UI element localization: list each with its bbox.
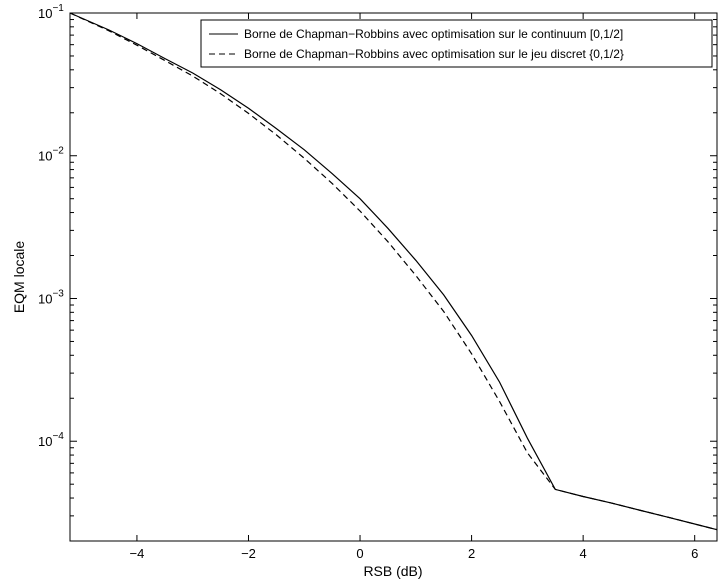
y-tick-label: 10−4 xyxy=(38,431,64,449)
x-axis-label: RSB (dB) xyxy=(363,563,422,579)
x-tick-label: 6 xyxy=(691,546,698,561)
x-tick-label: −2 xyxy=(241,546,256,561)
series-line-discret xyxy=(69,12,718,531)
series-layer xyxy=(69,12,718,531)
legend-entry-discret: Borne de Chapman−Robbins avec optimisati… xyxy=(244,47,624,61)
legend-entry-continuum: Borne de Chapman−Robbins avec optimisati… xyxy=(244,27,623,41)
ticks-layer: −4 −2 0 2 4 6 10−1 10−2 10−3 10−4 xyxy=(38,3,717,561)
legend-box xyxy=(200,19,713,68)
x-tick-label: 0 xyxy=(356,546,363,561)
y-tick-label: 10−2 xyxy=(38,146,64,164)
plot-frame xyxy=(69,12,718,542)
legend: Borne de Chapman−Robbins avec optimisati… xyxy=(200,19,713,68)
x-tick-label: 2 xyxy=(468,546,475,561)
series-line-continuum xyxy=(69,12,718,531)
y-tick-label: 10−3 xyxy=(38,288,64,306)
x-tick-label: −4 xyxy=(130,546,145,561)
y-tick-label: 10−1 xyxy=(38,3,64,21)
y-axis-label: EQM locale xyxy=(11,241,27,314)
x-tick-label: 4 xyxy=(580,546,587,561)
